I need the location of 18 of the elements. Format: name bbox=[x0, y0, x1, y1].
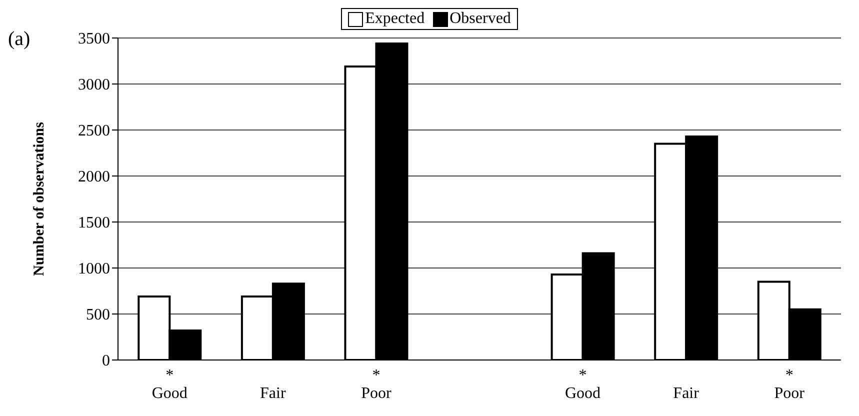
y-tick-label: 0 bbox=[102, 352, 110, 370]
y-tick-label: 2500 bbox=[78, 122, 110, 140]
y-tick-label: 1500 bbox=[78, 214, 110, 232]
y-tick-label: 3000 bbox=[78, 76, 110, 94]
x-tick-label: * Good bbox=[152, 367, 188, 402]
y-axis-title: Number of observations bbox=[31, 122, 48, 276]
text: (a) bbox=[8, 28, 30, 51]
y-tick-label: 500 bbox=[86, 306, 110, 324]
legend-label: Observed bbox=[448, 10, 511, 28]
x-tick-label: * Poor bbox=[774, 367, 806, 402]
y-tick-label: 2000 bbox=[78, 168, 110, 186]
x-tick-label: Fair bbox=[260, 385, 286, 402]
y-tick-label: 3500 bbox=[78, 30, 110, 48]
y-tick-label: 1000 bbox=[78, 260, 110, 278]
legend-label: Expected bbox=[364, 10, 425, 28]
x-tick-label: * Poor bbox=[361, 367, 392, 402]
x-tick-label: Fair bbox=[673, 385, 700, 402]
x-tick-label: * Good bbox=[565, 367, 601, 402]
